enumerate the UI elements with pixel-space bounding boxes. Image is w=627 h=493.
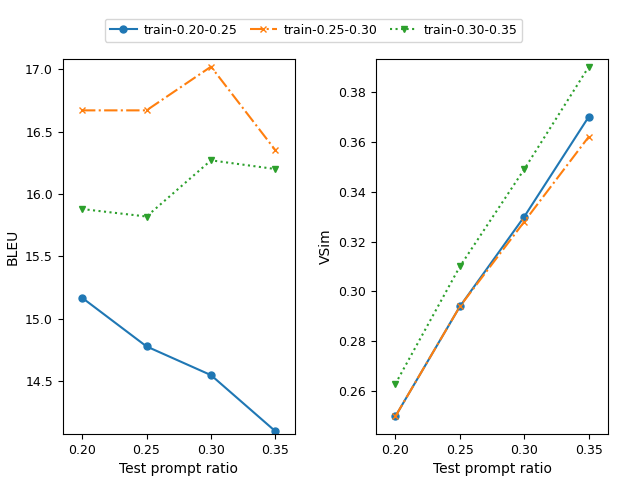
train-0.25-0.30: [520, 218, 528, 224]
train-0.30-0.35: [520, 166, 528, 172]
train-0.20-0.25: [585, 114, 593, 120]
train-0.20-0.25: [78, 295, 86, 301]
X-axis label: Test prompt ratio: Test prompt ratio: [433, 462, 552, 476]
train-0.25-0.30: [271, 147, 279, 153]
train-0.30-0.35: [208, 157, 215, 163]
train-0.20-0.25: [392, 414, 399, 420]
train-0.25-0.30: [208, 64, 215, 70]
Line: train-0.25-0.30: train-0.25-0.30: [78, 63, 279, 154]
train-0.30-0.35: [585, 64, 593, 70]
train-0.25-0.30: [392, 414, 399, 420]
train-0.20-0.25: [520, 213, 528, 219]
train-0.25-0.30: [143, 107, 150, 113]
Y-axis label: BLEU: BLEU: [6, 228, 19, 265]
train-0.20-0.25: [271, 428, 279, 434]
train-0.30-0.35: [143, 213, 150, 219]
Line: train-0.20-0.25: train-0.20-0.25: [78, 294, 279, 435]
Legend: train-0.20-0.25, train-0.25-0.30, train-0.30-0.35: train-0.20-0.25, train-0.25-0.30, train-…: [105, 19, 522, 41]
train-0.20-0.25: [456, 304, 463, 310]
Line: train-0.30-0.35: train-0.30-0.35: [78, 157, 279, 220]
train-0.30-0.35: [392, 381, 399, 387]
train-0.30-0.35: [78, 206, 86, 212]
Y-axis label: VSim: VSim: [319, 229, 333, 264]
train-0.25-0.30: [456, 304, 463, 310]
train-0.25-0.30: [585, 134, 593, 140]
train-0.30-0.35: [271, 166, 279, 172]
train-0.25-0.30: [78, 107, 86, 113]
X-axis label: Test prompt ratio: Test prompt ratio: [119, 462, 238, 476]
train-0.20-0.25: [143, 344, 150, 350]
train-0.30-0.35: [456, 264, 463, 270]
Line: train-0.30-0.35: train-0.30-0.35: [392, 63, 593, 387]
train-0.20-0.25: [208, 372, 215, 378]
Line: train-0.25-0.30: train-0.25-0.30: [392, 133, 593, 420]
Line: train-0.20-0.25: train-0.20-0.25: [392, 113, 593, 420]
